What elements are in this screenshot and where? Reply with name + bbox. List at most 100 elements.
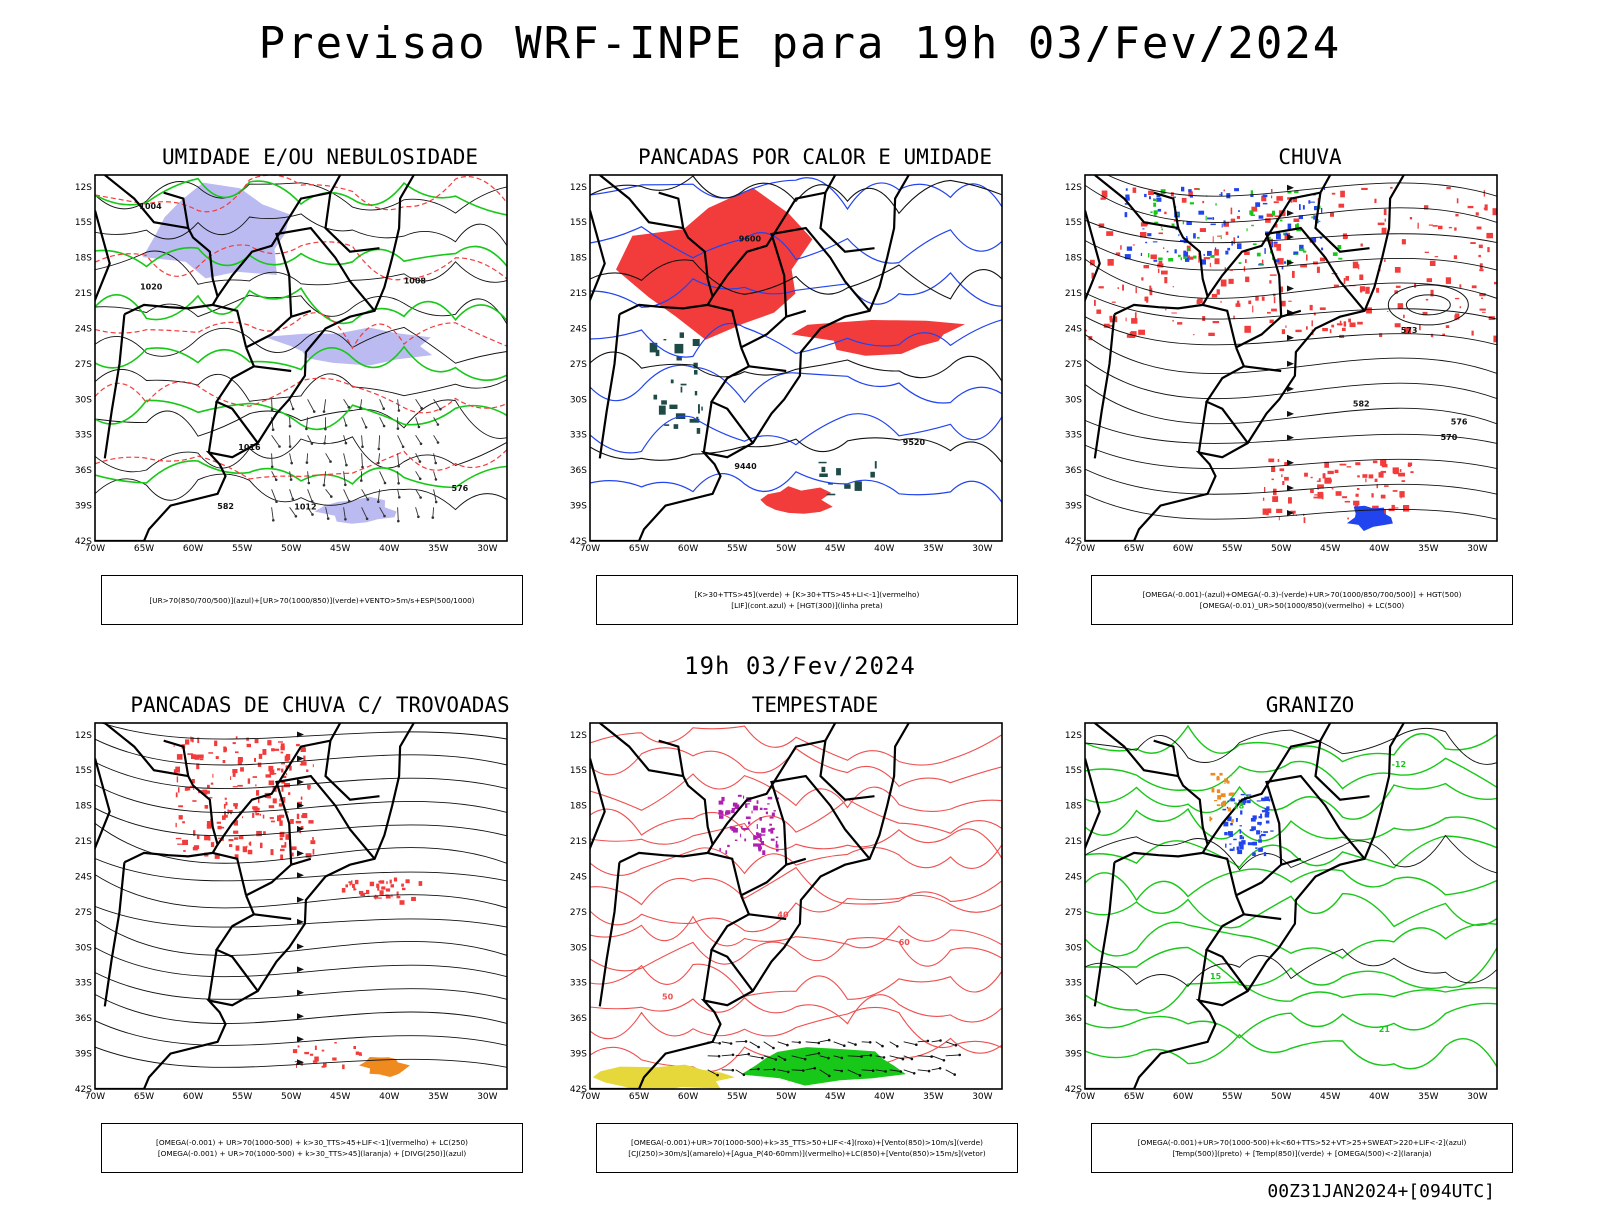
lat-tick-label: 24S	[570, 324, 587, 334]
lon-tick-label: 55W	[232, 1092, 252, 1102]
state-border	[1154, 741, 1179, 776]
lat-tick-label: 21S	[75, 837, 92, 847]
lon-tick-label: 30W	[1467, 1092, 1487, 1102]
low-humidity-contours	[95, 179, 507, 488]
state-border	[1207, 347, 1248, 443]
legend-pancadas-calor: [K>30+TTS>45](verde) + [K>30+TTS>45+LI<-…	[596, 575, 1018, 625]
lat-tick-label: 24S	[1065, 324, 1082, 334]
legend-line-1: [OMEGA(-0.001) + UR>70(1000-500) + k>30_…	[156, 1137, 468, 1148]
contour-label: 582	[1353, 400, 1370, 409]
lon-tick-label: 50W	[776, 544, 796, 554]
lon-tick-label: 70W	[85, 544, 105, 554]
lon-tick-label: 60W	[1173, 1092, 1193, 1102]
lon-tick-label: 35W	[428, 544, 448, 554]
state-border	[1114, 853, 1202, 862]
instability-area-main	[616, 188, 812, 340]
contour-label: -12	[1392, 760, 1406, 769]
lon-tick-label: 70W	[580, 544, 600, 554]
lat-tick-label: 21S	[1065, 289, 1082, 299]
legend-line-1: [OMEGA(-0.001)+UR>70(1000-500)+k>35_TTS>…	[631, 1137, 983, 1148]
contour-label: 1016	[238, 443, 261, 452]
legend-line-1: [OMEGA(-0.001)+UR>70(1000-500)+k<60+TTS>…	[1138, 1137, 1467, 1148]
state-border	[749, 366, 786, 371]
contour-label: 9600	[739, 234, 762, 243]
legend-line-1: [UR>70(850/700/500)](azul)+[UR>70(1000/8…	[149, 595, 474, 606]
lat-tick-label: 36S	[1065, 466, 1082, 476]
lat-tick-label: 18S	[1065, 254, 1082, 264]
contour-label: 582	[217, 502, 234, 511]
legend-line-2: [Temp(500)](preto) + [Temp(850)](verde) …	[1172, 1148, 1431, 1159]
lat-tick-label: 21S	[570, 837, 587, 847]
lat-tick-label: 39S	[75, 1050, 92, 1060]
lat-tick-label: 27S	[570, 908, 587, 918]
legend-tempestade: [OMEGA(-0.001)+UR>70(1000-500)+k>35_TTS>…	[596, 1123, 1018, 1173]
lon-tick-label: 65W	[1124, 544, 1144, 554]
lat-tick-label: 30S	[1065, 395, 1082, 405]
lat-tick-label: 27S	[75, 908, 92, 918]
lon-tick-label: 40W	[1369, 1092, 1389, 1102]
state-border	[712, 347, 753, 443]
lon-tick-label: 60W	[678, 544, 698, 554]
lat-tick-label: 39S	[1065, 1050, 1082, 1060]
legend-line-2: [OMEGA(-0.001) + UR>70(1000-500) + k>30_…	[158, 1148, 466, 1159]
state-border	[1267, 776, 1365, 865]
lon-tick-label: 30W	[477, 544, 497, 554]
lon-tick-label: 30W	[972, 544, 992, 554]
streamlines	[1085, 163, 1497, 520]
map-pancadas-calor: 96009520944012S15S18S21S24S27S30S33S36S3…	[580, 145, 1050, 590]
legend-line-2: [OMEGA(-0.01)_UR>50(1000/850)(vermelho) …	[1200, 600, 1404, 611]
lat-tick-label: 18S	[570, 254, 587, 264]
contour-label: 21	[1379, 1025, 1391, 1034]
state-border	[254, 366, 291, 371]
contour-label: 576	[1451, 418, 1468, 427]
lon-tick-label: 70W	[1075, 1092, 1095, 1102]
contour-label: 60	[899, 938, 911, 947]
lat-tick-label: 15S	[570, 218, 587, 228]
lon-tick-label: 45W	[1320, 1092, 1340, 1102]
contour-label: 570	[1441, 433, 1458, 442]
state-border	[326, 741, 380, 800]
lon-tick-label: 30W	[972, 1092, 992, 1102]
state-border	[1244, 914, 1281, 919]
lon-tick-label: 55W	[727, 544, 747, 554]
lat-tick-label: 36S	[75, 466, 92, 476]
state-border	[1095, 862, 1115, 1006]
lat-tick-label: 15S	[1065, 766, 1082, 776]
lon-tick-label: 65W	[134, 544, 154, 554]
lon-tick-label: 65W	[134, 1092, 154, 1102]
lat-tick-label: 24S	[75, 324, 92, 334]
contour-label: 9440	[734, 462, 757, 471]
lat-tick-label: 30S	[570, 395, 587, 405]
state-border	[1236, 859, 1301, 896]
lon-tick-label: 45W	[1320, 544, 1340, 554]
lon-tick-label: 45W	[330, 544, 350, 554]
state-border	[1095, 314, 1115, 458]
lat-tick-label: 36S	[1065, 1014, 1082, 1024]
lat-tick-label: 36S	[570, 1014, 587, 1024]
lon-tick-label: 60W	[183, 1092, 203, 1102]
legend-line-2: [LIF](cont.azul) + [HGT(300)](linha pret…	[731, 600, 883, 611]
contour-label: 18	[1233, 802, 1245, 811]
lat-tick-label: 33S	[570, 431, 587, 441]
lon-tick-label: 40W	[379, 1092, 399, 1102]
thickness-contours	[95, 175, 507, 479]
state-border	[217, 347, 258, 443]
state-border	[209, 950, 217, 1001]
state-border	[600, 723, 741, 895]
lat-tick-label: 33S	[570, 979, 587, 989]
contour-label: 1008	[404, 276, 427, 285]
map-umidade: 1008101210041016102057658212S15S18S21S24…	[85, 145, 555, 590]
lat-tick-label: 30S	[75, 395, 92, 405]
contour-label: 1004	[139, 202, 162, 211]
lat-tick-label: 33S	[75, 979, 92, 989]
lon-tick-label: 60W	[678, 1092, 698, 1102]
state-border	[741, 859, 806, 896]
convection-red	[174, 736, 316, 859]
lon-tick-label: 70W	[580, 1092, 600, 1102]
